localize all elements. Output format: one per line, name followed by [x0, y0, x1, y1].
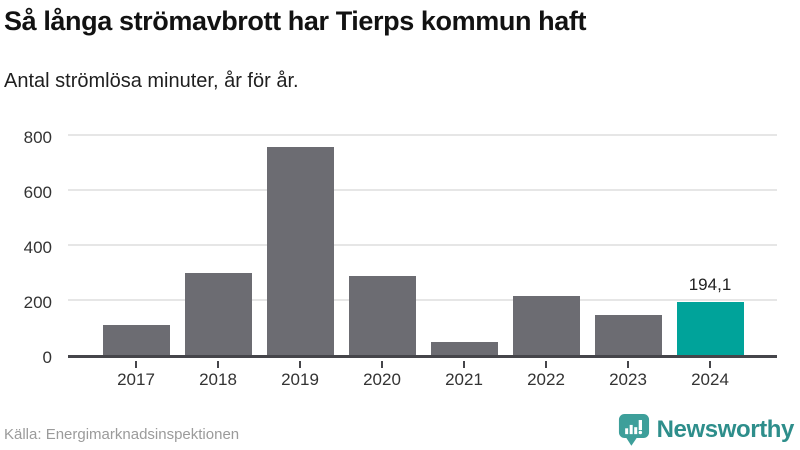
x-cell-2019: 2019 — [259, 361, 341, 390]
source-note: Källa: Energimarknadsinspektionen — [4, 426, 240, 443]
x-tick-label-2020: 2020 — [363, 370, 401, 389]
x-tick-label-2019: 2019 — [281, 370, 319, 389]
x-tick-2020 — [381, 361, 383, 368]
y-tick-label-200: 200 — [23, 293, 52, 312]
x-tick-label-2018: 2018 — [199, 370, 237, 389]
bar-cell-2018 — [177, 138, 259, 355]
bar-2020 — [348, 276, 416, 355]
x-tick-2023 — [627, 361, 629, 368]
brand-logo: Newsworthy — [618, 413, 794, 447]
bar-cell-2019 — [259, 138, 341, 355]
y-tick-label-0: 0 — [42, 348, 52, 367]
bars-container: 194,1 — [68, 138, 777, 355]
x-tick-2019 — [299, 361, 301, 368]
bar-cell-2022 — [505, 138, 587, 355]
x-tick-2017 — [135, 361, 137, 368]
bar-cell-2021 — [423, 138, 505, 355]
bar-2024: 194,1 — [676, 275, 744, 355]
x-cell-2023: 2023 — [587, 361, 669, 390]
bar-cell-2020 — [341, 138, 423, 355]
y-tick-label-600: 600 — [23, 183, 52, 202]
bar-2023 — [594, 315, 662, 355]
x-cell-2022: 2022 — [505, 361, 587, 390]
bar-2019 — [266, 147, 334, 355]
x-tick-label-2021: 2021 — [445, 370, 483, 389]
x-cell-2021: 2021 — [423, 361, 505, 390]
y-axis: 0 200 400 600 800 — [0, 128, 60, 367]
gridline-200 — [68, 299, 777, 301]
bar-2021 — [430, 342, 498, 355]
newsworthy-speech-bubble-chart-icon — [618, 414, 649, 446]
bar-cell-2017 — [95, 138, 177, 355]
x-cell-2017: 2017 — [95, 361, 177, 390]
x-tick-label-2024: 2024 — [691, 370, 729, 389]
bar-cell-2023 — [587, 138, 669, 355]
gridline-600 — [68, 189, 777, 191]
x-axis: 2017 2018 2019 2020 2021 2022 2023 2024 — [68, 361, 777, 390]
x-tick-2018 — [217, 361, 219, 368]
bar-value-label-2024: 194,1 — [688, 274, 732, 294]
x-tick-2022 — [545, 361, 547, 368]
x-tick-2024 — [709, 361, 711, 368]
brand-name: Newsworthy — [656, 416, 795, 443]
bar-2022 — [512, 296, 580, 355]
gridline-800 — [68, 134, 777, 136]
bar-2017 — [102, 324, 170, 355]
x-cell-2020: 2020 — [341, 361, 423, 390]
x-cell-2018: 2018 — [177, 361, 259, 390]
x-tick-label-2022: 2022 — [527, 370, 565, 389]
plot-area: 194,1 — [68, 134, 777, 358]
bar-cell-2024: 194,1 — [669, 138, 751, 355]
y-tick-label-800: 800 — [23, 128, 52, 147]
x-tick-label-2017: 2017 — [117, 370, 155, 389]
x-tick-2021 — [463, 361, 465, 368]
bar-2018 — [184, 272, 252, 355]
x-tick-label-2023: 2023 — [609, 370, 647, 389]
y-tick-label-400: 400 — [23, 238, 52, 257]
gridline-400 — [68, 244, 777, 246]
chart-title: Så långa strömavbrott har Tierps kommun … — [4, 6, 587, 36]
chart-subtitle: Antal strömlösa minuter, år för år. — [4, 70, 299, 92]
x-cell-2024: 2024 — [669, 361, 751, 390]
